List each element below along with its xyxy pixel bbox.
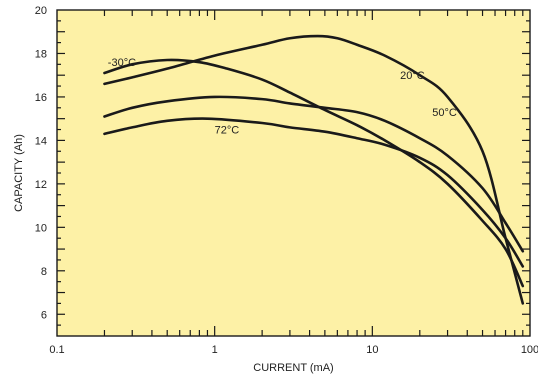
y-tick-label: 10 [35,222,47,234]
y-tick-label: 18 [35,48,47,60]
series-line [103,117,525,268]
series-lines [103,34,525,305]
series-line [103,34,525,305]
series-label: 72°C [215,125,240,137]
series-label: -30°C [108,57,136,69]
plot-frame [56,9,531,337]
series-label: 50°C [432,107,457,119]
x-axis-title: CURRENT (mA) [253,362,333,374]
x-tick-label: 100 [521,344,538,356]
y-tick-label: 14 [35,135,47,147]
x-tick-label: 1 [212,344,218,356]
y-tick-label: 6 [41,309,47,321]
tick-labels: 0.1 1 10 100 6 8 10 12 14 16 18 20 [35,5,538,356]
series-label: 20°C [400,70,425,82]
series-line [103,58,525,288]
y-tick-label: 12 [35,179,47,191]
x-tick-label: 10 [366,344,378,356]
x-tick-label: 0.1 [49,344,64,356]
y-tick-label: 8 [41,266,47,278]
y-tick-label: 16 [35,92,47,104]
series-line [103,95,525,253]
y-axis-title: CAPACITY (Ah) [13,134,25,212]
series-labels: -30°C 20°C 50°C 72°C [108,57,457,136]
y-tick-label: 20 [35,5,47,17]
